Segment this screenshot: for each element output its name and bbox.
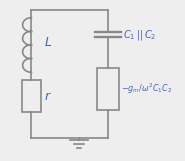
Bar [97,68,119,110]
Text: $-g_m/\omega^2 C_1 C_2$: $-g_m/\omega^2 C_1 C_2$ [121,82,172,96]
Text: $L$: $L$ [44,36,53,49]
Text: $C_1\,||\,C_2$: $C_1\,||\,C_2$ [123,28,157,42]
Text: $r$: $r$ [44,90,52,103]
Bar [22,80,41,112]
